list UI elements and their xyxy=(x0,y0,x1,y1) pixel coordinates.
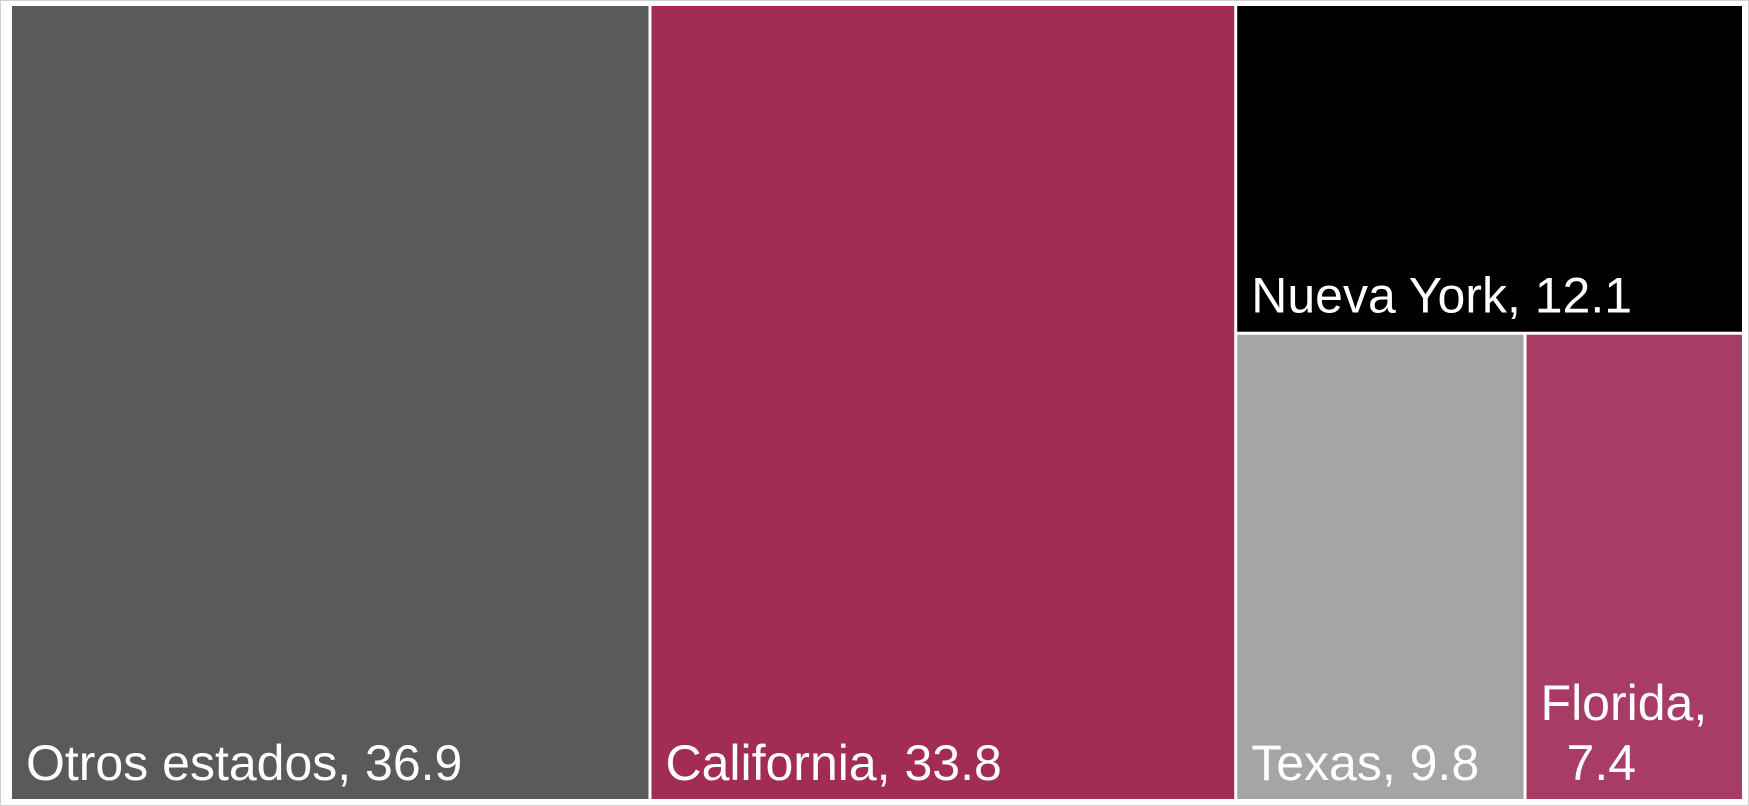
tile-label: Florida, 7.4 xyxy=(1541,675,1722,791)
treemap-tile xyxy=(1526,334,1742,799)
tile-label: California, 33.8 xyxy=(665,735,1001,791)
tile-label: Nueva York, 12.1 xyxy=(1251,268,1632,324)
tile-label: Texas, 9.8 xyxy=(1251,735,1479,791)
tile-label: Otros estados, 36.9 xyxy=(26,735,462,791)
treemap-tile xyxy=(651,6,1235,799)
treemap-tile xyxy=(1237,6,1742,332)
treemap-tile xyxy=(12,6,649,799)
treemap-tile xyxy=(1237,334,1524,799)
